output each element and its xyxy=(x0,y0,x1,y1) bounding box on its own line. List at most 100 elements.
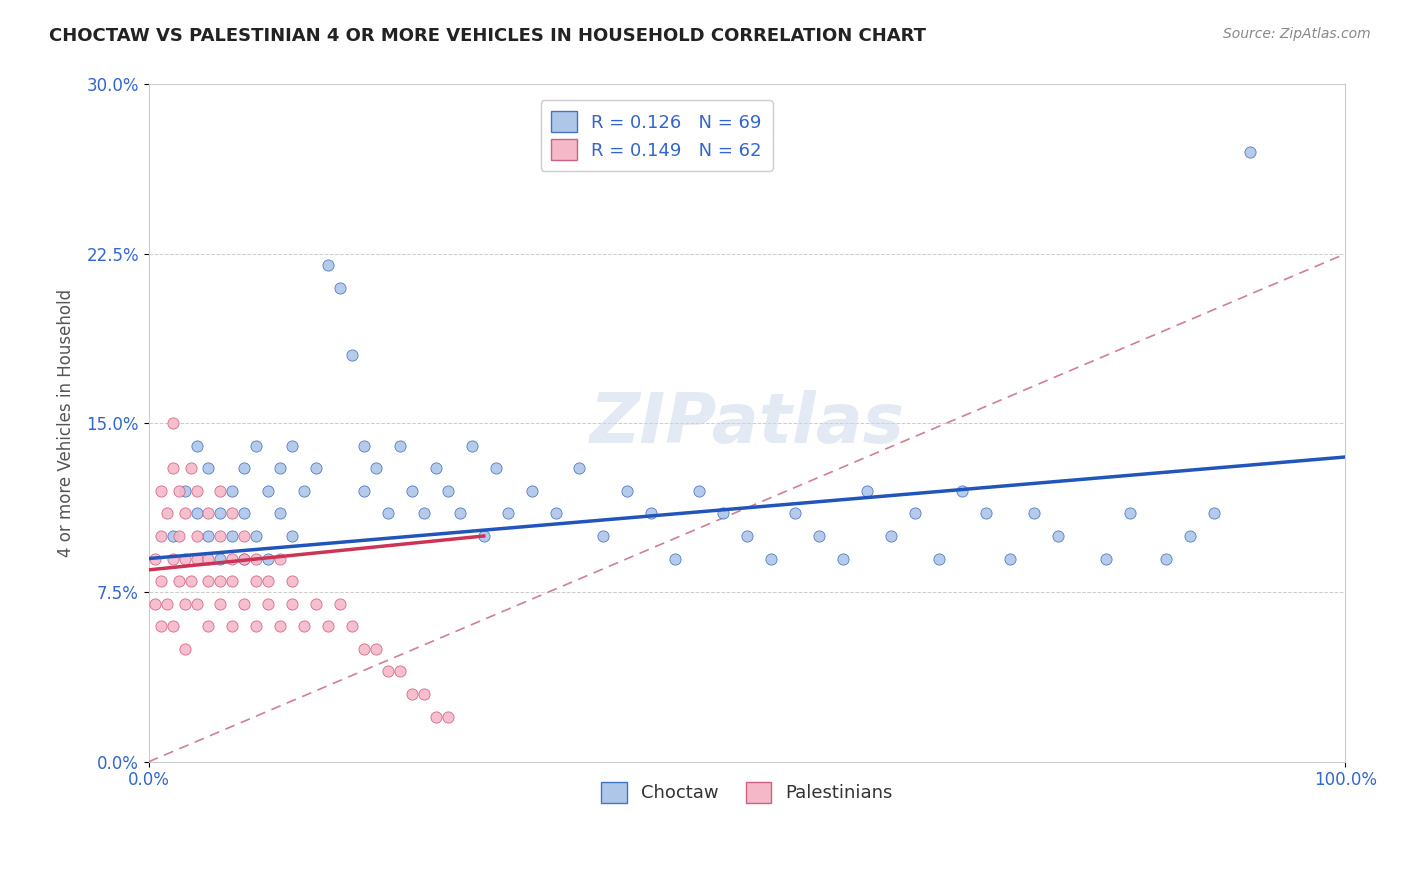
Point xyxy=(197,461,219,475)
Point xyxy=(149,483,172,498)
Point xyxy=(520,483,543,498)
Point xyxy=(155,597,177,611)
Point xyxy=(928,551,950,566)
Point xyxy=(412,687,434,701)
Point xyxy=(1000,551,1022,566)
Point xyxy=(412,507,434,521)
Point xyxy=(1095,551,1118,566)
Point xyxy=(155,507,177,521)
Point xyxy=(221,507,243,521)
Point xyxy=(257,551,280,566)
Point xyxy=(783,507,806,521)
Point xyxy=(401,483,423,498)
Point xyxy=(221,483,243,498)
Point xyxy=(735,529,758,543)
Point xyxy=(281,529,304,543)
Point xyxy=(316,258,339,272)
Point xyxy=(903,507,925,521)
Point xyxy=(162,461,184,475)
Point xyxy=(855,483,877,498)
Point xyxy=(197,619,219,633)
Point xyxy=(807,529,830,543)
Point xyxy=(472,529,495,543)
Point xyxy=(1202,507,1225,521)
Point xyxy=(496,507,519,521)
Point xyxy=(245,439,267,453)
Point xyxy=(173,507,195,521)
Point xyxy=(305,597,328,611)
Point xyxy=(245,529,267,543)
Point xyxy=(162,416,184,430)
Point xyxy=(759,551,782,566)
Point xyxy=(1047,529,1070,543)
Point xyxy=(162,551,184,566)
Point xyxy=(186,507,208,521)
Point xyxy=(245,574,267,589)
Point xyxy=(245,551,267,566)
Point xyxy=(173,483,195,498)
Text: Source: ZipAtlas.com: Source: ZipAtlas.com xyxy=(1223,27,1371,41)
Point xyxy=(329,280,352,294)
Point xyxy=(180,574,202,589)
Point xyxy=(879,529,901,543)
Point xyxy=(449,507,471,521)
Point xyxy=(233,551,256,566)
Point xyxy=(186,483,208,498)
Point xyxy=(186,551,208,566)
Point xyxy=(269,507,291,521)
Point xyxy=(221,551,243,566)
Point xyxy=(377,507,399,521)
Point xyxy=(149,529,172,543)
Point xyxy=(461,439,484,453)
Point xyxy=(568,461,591,475)
Point xyxy=(688,483,710,498)
Point xyxy=(269,461,291,475)
Point xyxy=(173,641,195,656)
Point xyxy=(209,574,232,589)
Point xyxy=(197,529,219,543)
Point xyxy=(1024,507,1046,521)
Point xyxy=(173,551,195,566)
Point xyxy=(233,551,256,566)
Point xyxy=(1239,145,1261,160)
Point xyxy=(162,529,184,543)
Point xyxy=(364,461,387,475)
Point xyxy=(711,507,734,521)
Point xyxy=(180,461,202,475)
Point xyxy=(485,461,508,475)
Point xyxy=(186,529,208,543)
Point xyxy=(353,483,375,498)
Point xyxy=(149,619,172,633)
Point xyxy=(209,529,232,543)
Point xyxy=(221,574,243,589)
Point xyxy=(221,529,243,543)
Point xyxy=(167,529,190,543)
Point xyxy=(233,507,256,521)
Point xyxy=(186,439,208,453)
Point xyxy=(364,641,387,656)
Point xyxy=(388,439,411,453)
Point xyxy=(544,507,567,521)
Point xyxy=(233,529,256,543)
Point xyxy=(257,574,280,589)
Point xyxy=(401,687,423,701)
Point xyxy=(269,619,291,633)
Point xyxy=(197,574,219,589)
Point xyxy=(305,461,328,475)
Point xyxy=(209,551,232,566)
Point xyxy=(437,709,460,723)
Point xyxy=(221,619,243,633)
Point xyxy=(197,507,219,521)
Point xyxy=(316,619,339,633)
Point xyxy=(616,483,638,498)
Point xyxy=(292,619,315,633)
Point xyxy=(257,483,280,498)
Text: CHOCTAW VS PALESTINIAN 4 OR MORE VEHICLES IN HOUSEHOLD CORRELATION CHART: CHOCTAW VS PALESTINIAN 4 OR MORE VEHICLE… xyxy=(49,27,927,45)
Point xyxy=(592,529,614,543)
Y-axis label: 4 or more Vehicles in Household: 4 or more Vehicles in Household xyxy=(58,289,75,558)
Point xyxy=(952,483,974,498)
Point xyxy=(1119,507,1142,521)
Point xyxy=(640,507,662,521)
Point xyxy=(257,597,280,611)
Point xyxy=(1154,551,1177,566)
